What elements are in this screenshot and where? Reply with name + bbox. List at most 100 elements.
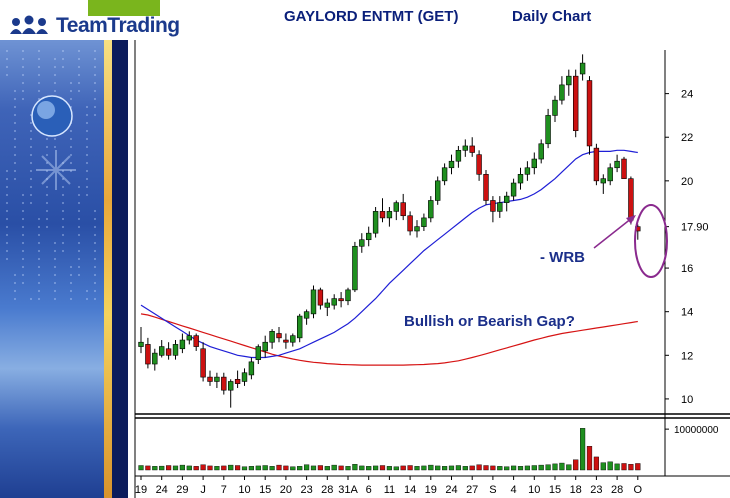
- candle-body: [524, 167, 531, 175]
- volume-bar: [504, 466, 510, 471]
- candle-body: [607, 167, 613, 182]
- candle-body: [324, 302, 330, 308]
- candle-body: [469, 145, 475, 153]
- candle-body: [538, 143, 544, 160]
- volume-bar: [228, 464, 234, 471]
- price-tick-label: 10: [681, 394, 693, 406]
- volume-bar: [145, 465, 151, 471]
- globe-graphic: [6, 50, 96, 300]
- candle-body: [200, 348, 206, 378]
- volume-bar: [152, 466, 158, 471]
- chart-title: GAYLORD ENTMT (GET): [284, 8, 459, 25]
- volume-bar: [628, 464, 634, 471]
- candle-body: [441, 167, 448, 182]
- candle-body: [255, 346, 261, 360]
- logo-text: TeamTrading: [56, 14, 180, 37]
- volume-bar: [352, 464, 358, 471]
- candle-body: [290, 335, 296, 343]
- date-tick-label: 19: [425, 484, 437, 496]
- candle-body: [483, 174, 489, 201]
- sidebar-banner: [0, 0, 128, 498]
- volume-bar: [400, 465, 406, 471]
- volume-bar: [414, 466, 420, 471]
- candle-body: [579, 62, 586, 75]
- date-tick-label: 28: [321, 484, 333, 496]
- volume-bar: [455, 465, 462, 471]
- date-tick-label: 11: [384, 484, 395, 496]
- volume-bar: [234, 465, 241, 471]
- candle-body: [221, 376, 227, 391]
- volume-bar: [359, 465, 365, 471]
- volume-bar: [511, 465, 517, 471]
- candle-body: [359, 239, 365, 247]
- volume-bar: [600, 462, 606, 471]
- date-tick-label: 15: [549, 484, 561, 496]
- volume-bar: [317, 465, 324, 471]
- candle-body: [248, 361, 255, 376]
- logo: TeamTrading: [0, 0, 180, 40]
- candle-body: [310, 289, 317, 315]
- date-tick-label: 24: [156, 484, 168, 496]
- volume-bar: [586, 446, 593, 471]
- candle-body: [372, 211, 379, 234]
- volume-bar: [248, 466, 255, 471]
- candle-body: [317, 289, 324, 306]
- volume-bar: [345, 466, 351, 471]
- candle-body: [545, 115, 551, 145]
- volume-bar: [366, 466, 372, 471]
- volume-bar: [593, 456, 600, 471]
- volume-bar: [566, 464, 572, 471]
- team-people-icon: [10, 15, 48, 34]
- candle-body: [283, 339, 289, 343]
- price-tick-label: 20: [681, 176, 693, 188]
- candle-body: [621, 158, 627, 179]
- volume-bar: [373, 465, 379, 471]
- candle-body: [476, 154, 482, 175]
- date-tick-label: 15: [259, 484, 271, 496]
- candle-body: [338, 298, 344, 302]
- date-tick-label: 20: [280, 484, 292, 496]
- date-tick-label: J: [200, 484, 206, 496]
- volume-bar: [393, 466, 399, 471]
- candle-body: [352, 245, 358, 291]
- volume-bar: [517, 466, 524, 471]
- candle-body: [559, 84, 565, 101]
- volume-bar: [621, 463, 627, 471]
- volume-bar: [531, 465, 537, 471]
- dot-grid-pattern: [6, 50, 96, 300]
- candle-body: [490, 200, 496, 212]
- candle-body: [262, 341, 268, 352]
- gold-stripe: [104, 40, 112, 498]
- date-tick-label: 18: [570, 484, 582, 496]
- candle-body: [586, 80, 593, 147]
- candle-body: [234, 378, 241, 384]
- price-tick-label: 16: [681, 263, 693, 275]
- volume-bar: [538, 464, 544, 471]
- candle-body: [179, 339, 186, 350]
- volume-bar: [442, 466, 448, 471]
- candle-body: [462, 145, 468, 151]
- gap-question-annotation: Bullish or Bearish Gap?: [404, 313, 575, 330]
- candle-body: [241, 372, 248, 382]
- candle-body: [593, 147, 600, 182]
- volume-bar: [545, 464, 551, 471]
- volume-bar: [276, 464, 282, 471]
- date-tick-label: 27: [466, 484, 478, 496]
- candle-body: [386, 211, 393, 219]
- candle-body: [379, 211, 386, 219]
- candle-body: [296, 315, 303, 339]
- date-tick-label: 4: [511, 484, 517, 496]
- volume-bar: [559, 462, 565, 471]
- date-tick-label: 19: [135, 484, 147, 496]
- volume-bar: [297, 466, 303, 471]
- candle-body: [552, 99, 558, 116]
- candle-body: [365, 232, 372, 241]
- candle-body: [414, 226, 420, 232]
- volume-bar: [635, 463, 641, 471]
- date-tick-label: 28: [611, 484, 623, 496]
- volume-bar: [435, 465, 441, 471]
- candle-body: [434, 180, 441, 201]
- volume-bar: [262, 465, 268, 471]
- volume-bar: [614, 463, 620, 471]
- candle-body: [214, 376, 220, 382]
